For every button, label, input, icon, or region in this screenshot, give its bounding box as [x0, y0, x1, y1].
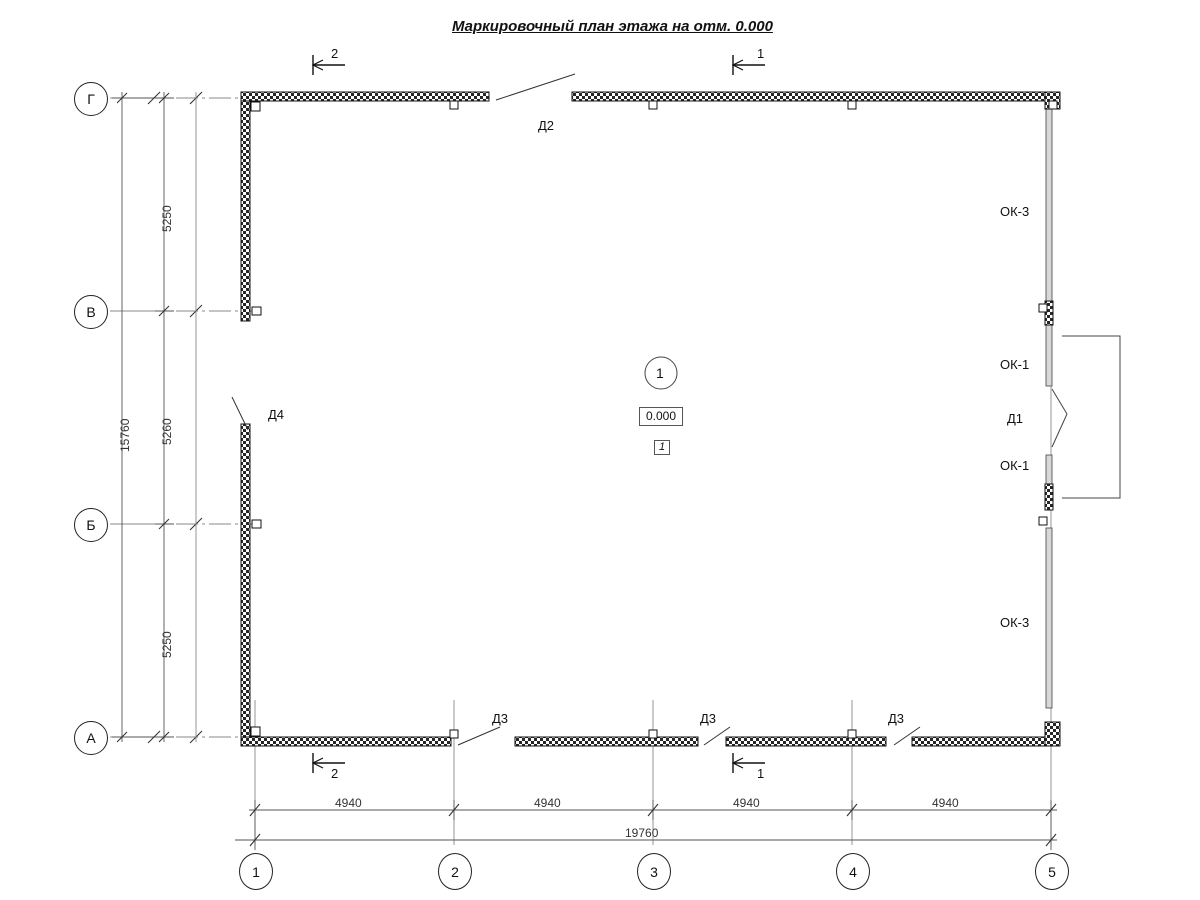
axis-bubble-a[interactable]: А	[74, 721, 108, 755]
dimension-overall-horizontal: 19760	[625, 826, 659, 840]
axis-bubble-label: 4	[849, 863, 857, 880]
page-title: Маркировочный план этажа на отм. 0.000	[452, 18, 773, 35]
section-mark-bottom-1-label: 1	[757, 766, 765, 781]
room-elevation-tag: 0.000	[639, 407, 684, 426]
section-marks	[311, 55, 765, 773]
dimension-horizontal-1: 4940	[335, 796, 362, 810]
axis-bubble-4[interactable]: 4	[836, 853, 870, 890]
axis-bubble-label: 3	[650, 863, 658, 880]
axis-bubble-label: Г	[87, 91, 95, 107]
room-number-label: 1	[656, 365, 664, 381]
door-label-d2: Д2	[538, 118, 555, 133]
axis-bubble-1[interactable]: 1	[239, 853, 273, 890]
entrance-door-leaves	[1051, 388, 1068, 448]
entrance-porch	[1062, 335, 1121, 499]
door-label-d1: Д1	[1007, 411, 1024, 426]
wall-right-glazing	[1044, 91, 1061, 747]
room-number-circle	[644, 356, 678, 390]
section-mark-top-2-label: 2	[331, 46, 339, 61]
axis-bubble-b[interactable]: Б	[74, 508, 108, 542]
grid-tick-marks	[147, 91, 203, 744]
leader-lines	[231, 73, 921, 746]
dimension-horizontal-2: 4940	[534, 796, 561, 810]
axis-bubble-label: А	[86, 730, 96, 746]
axis-bubble-label: 1	[252, 863, 260, 880]
axis-bubble-3[interactable]: 3	[637, 853, 671, 890]
wall-bottom	[240, 736, 1061, 747]
dimension-horizontal-4: 4940	[932, 796, 959, 810]
axis-bubble-g[interactable]: Г	[74, 82, 108, 116]
axis-bubble-v[interactable]: В	[74, 295, 108, 329]
column-markers	[250, 100, 1058, 739]
window-label-ok3-bottom: ОК-3	[1000, 615, 1030, 630]
dimension-ticks-vertical	[116, 92, 170, 743]
dimension-horizontal-3: 4940	[733, 796, 760, 810]
axis-bubble-2[interactable]: 2	[438, 853, 472, 890]
door-label-d3-a: Д3	[492, 711, 509, 726]
dimension-vertical-1: 5250	[160, 205, 174, 232]
door-label-d3-b: Д3	[700, 711, 717, 726]
axis-bubble-label: Б	[86, 517, 96, 533]
window-label-ok3-top: ОК-3	[1000, 204, 1030, 219]
axis-grid-lines	[110, 97, 258, 738]
door-label-d3-c: Д3	[888, 711, 905, 726]
axis-bubble-label: В	[86, 304, 96, 320]
dimension-vertical-3: 5250	[160, 631, 174, 658]
dimension-ticks-horizontal	[249, 803, 1057, 847]
door-label-d4: Д4	[268, 407, 285, 422]
window-label-ok1-upper: ОК-1	[1000, 357, 1030, 372]
wall-top	[240, 91, 1061, 102]
axis-bubble-5[interactable]: 5	[1035, 853, 1069, 890]
room-finish-tag: 1	[654, 440, 671, 455]
axis-bubble-label: 2	[451, 863, 459, 880]
dimension-vertical-2: 5260	[160, 418, 174, 445]
axis-bubble-label: 5	[1048, 863, 1056, 880]
section-mark-top-1-label: 1	[757, 46, 765, 61]
dimension-overall-vertical: 15760	[118, 418, 132, 452]
section-mark-bottom-2-label: 2	[331, 766, 339, 781]
window-label-ok1-lower: ОК-1	[1000, 458, 1030, 473]
